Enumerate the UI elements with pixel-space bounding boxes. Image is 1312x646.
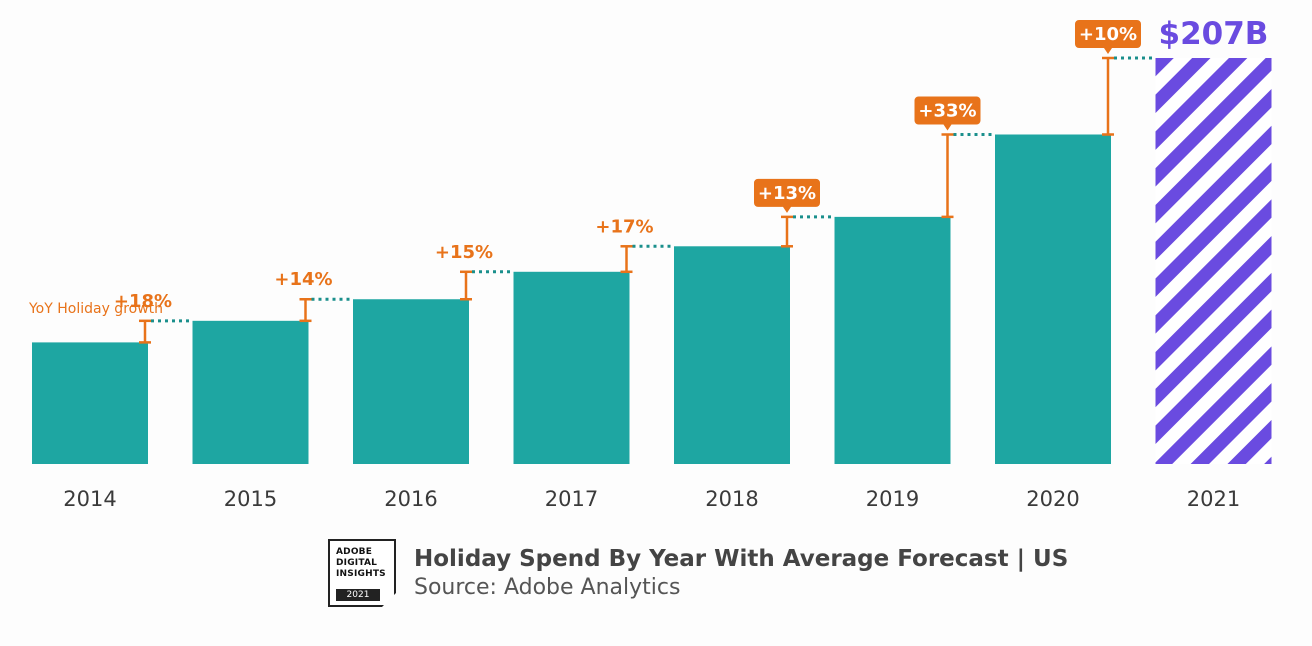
- chart-source: Source: Adobe Analytics: [414, 575, 681, 600]
- bar: [995, 134, 1111, 465]
- year-label: 2020: [1026, 487, 1079, 511]
- logo-line: INSIGHTS: [336, 569, 386, 579]
- forecast-bar: [1155, 58, 1272, 464]
- yoy-annotation: YoY Holiday growth: [28, 301, 163, 317]
- bar: [192, 320, 309, 464]
- growth-label: +14%: [274, 269, 332, 290]
- logo-year: 2021: [336, 589, 380, 601]
- growth-label: +15%: [435, 242, 493, 263]
- growth-label: +18%: [114, 291, 172, 312]
- growth-badge: [1075, 20, 1141, 54]
- growth-label: +17%: [595, 216, 653, 237]
- chart-area: +18% +14% +15% +17% +13% +33% +10% YoY Holiday …: [28, 16, 1272, 511]
- bar: [674, 246, 790, 464]
- year-label: 2016: [384, 487, 437, 511]
- bar: [353, 299, 469, 464]
- bar: [513, 271, 630, 464]
- chart-footer: ADOBE DIGITAL INSIGHTS 2021 Holiday Spen…: [328, 538, 1068, 608]
- year-label: 2015: [224, 487, 277, 511]
- year-label: 2018: [705, 487, 758, 511]
- bar: [834, 216, 951, 464]
- growth-badge: [754, 178, 820, 213]
- adobe-digital-insights-logo: ADOBE DIGITAL INSIGHTS 2021: [328, 539, 396, 607]
- year-label: 2014: [63, 487, 116, 511]
- growth-label: +13%: [758, 183, 816, 204]
- growth-label: +10%: [1079, 24, 1137, 45]
- chart-title: Holiday Spend By Year With Average Forec…: [414, 546, 1069, 572]
- year-label: 2017: [545, 487, 598, 511]
- bar: [32, 342, 148, 464]
- growth-label: +33%: [918, 100, 976, 121]
- year-label: 2021: [1187, 487, 1240, 511]
- bar-chart: +18% +14% +15% +17% +13% +33% +10% YoY Holiday …: [28, 16, 1272, 511]
- logo-line: ADOBE: [336, 547, 373, 557]
- forecast-value-label: $207B: [1159, 16, 1269, 52]
- growth-badge: [914, 96, 981, 131]
- year-label: 2019: [866, 487, 919, 511]
- logo-line: DIGITAL: [336, 558, 378, 568]
